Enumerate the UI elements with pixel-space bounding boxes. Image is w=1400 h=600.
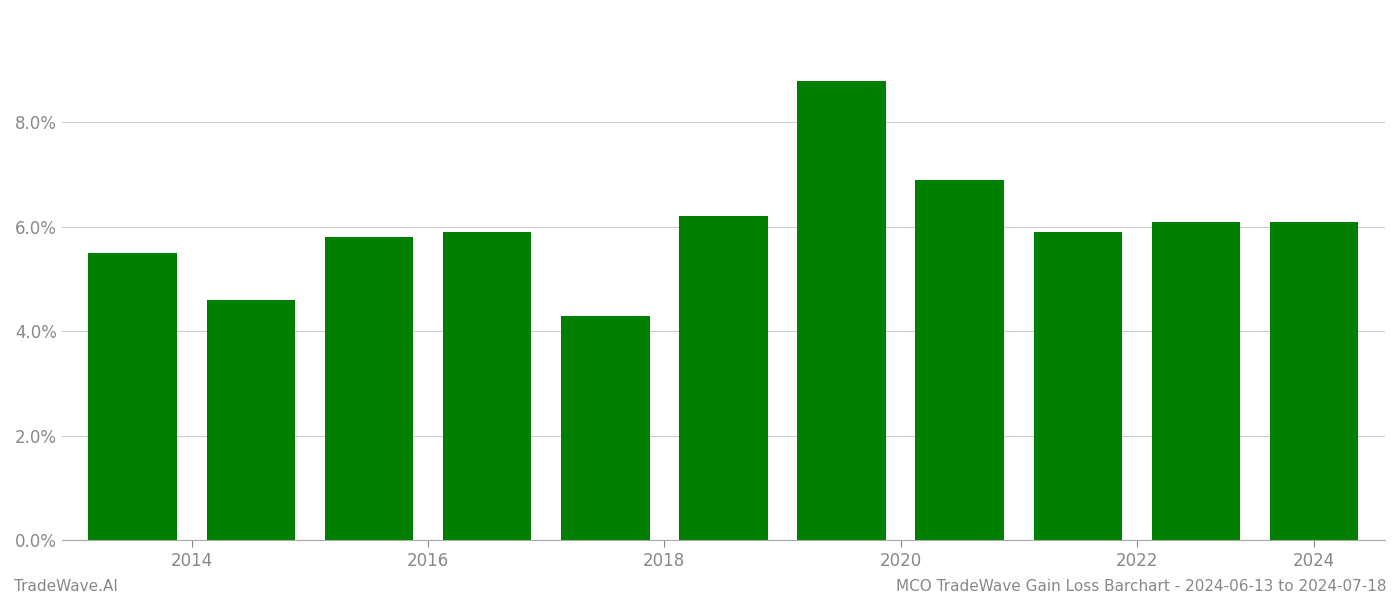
Bar	[679, 217, 767, 540]
Bar	[916, 180, 1004, 540]
Bar	[1152, 221, 1240, 540]
Text: MCO TradeWave Gain Loss Barchart - 2024-06-13 to 2024-07-18: MCO TradeWave Gain Loss Barchart - 2024-…	[896, 579, 1386, 594]
Bar	[1033, 232, 1123, 540]
Bar	[1270, 221, 1358, 540]
Text: TradeWave.AI: TradeWave.AI	[14, 579, 118, 594]
Bar	[797, 80, 886, 540]
Bar	[207, 300, 295, 540]
Bar	[561, 316, 650, 540]
Bar	[325, 237, 413, 540]
Bar	[442, 232, 532, 540]
Bar	[88, 253, 176, 540]
